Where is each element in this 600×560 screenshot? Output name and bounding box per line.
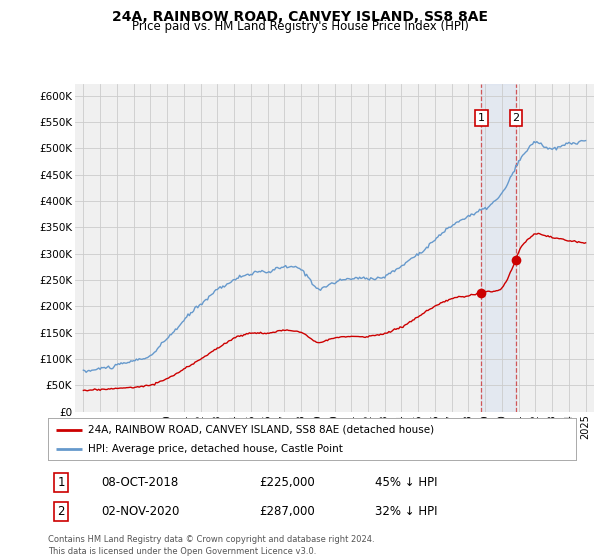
Text: £225,000: £225,000 [259, 475, 315, 489]
Text: 1: 1 [478, 113, 485, 123]
Text: Contains HM Land Registry data © Crown copyright and database right 2024.
This d: Contains HM Land Registry data © Crown c… [48, 535, 374, 556]
Text: 08-OCT-2018: 08-OCT-2018 [101, 475, 178, 489]
Text: £287,000: £287,000 [259, 505, 315, 519]
Text: 24A, RAINBOW ROAD, CANVEY ISLAND, SS8 8AE (detached house): 24A, RAINBOW ROAD, CANVEY ISLAND, SS8 8A… [88, 424, 434, 435]
Text: 2: 2 [512, 113, 520, 123]
Bar [481, 84, 516, 412]
Text: HPI: Average price, detached house, Castle Point: HPI: Average price, detached house, Cast… [88, 444, 343, 454]
Text: 24A, RAINBOW ROAD, CANVEY ISLAND, SS8 8AE: 24A, RAINBOW ROAD, CANVEY ISLAND, SS8 8A… [112, 10, 488, 24]
Text: 2: 2 [58, 505, 65, 519]
Text: 1: 1 [58, 475, 65, 489]
Text: 45% ↓ HPI: 45% ↓ HPI [376, 475, 438, 489]
Text: Price paid vs. HM Land Registry's House Price Index (HPI): Price paid vs. HM Land Registry's House … [131, 20, 469, 33]
Text: 32% ↓ HPI: 32% ↓ HPI [376, 505, 438, 519]
Text: 02-NOV-2020: 02-NOV-2020 [101, 505, 179, 519]
